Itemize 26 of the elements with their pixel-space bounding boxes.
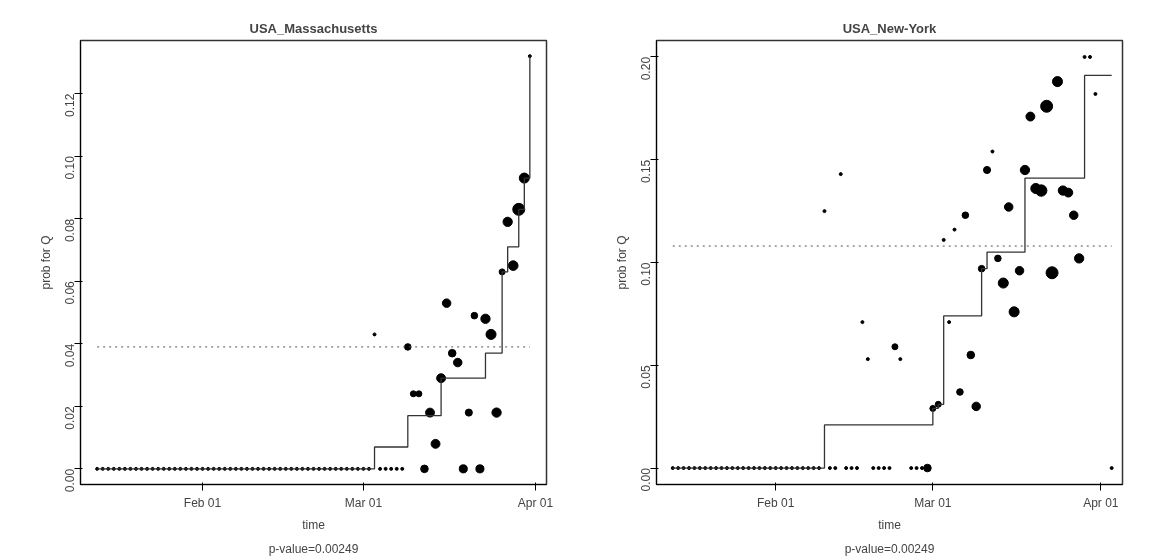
x-tick-label: Apr 01 (517, 495, 554, 510)
y-tick-label: 0.12 (63, 93, 77, 118)
y-tick-label: 0.00 (639, 467, 653, 492)
text: p-value=0.00249 (268, 541, 359, 556)
x-tick-label: Apr 01 (1083, 495, 1119, 510)
y-tick-label: 0.15 (639, 159, 653, 184)
y-tick-label: 0.10 (639, 262, 653, 286)
text: p-value=0.00249 (844, 541, 935, 556)
y-tick-label: 0.02 (63, 406, 77, 430)
x-tick-label: Mar 01 (914, 495, 952, 510)
y-tick-label: 0.06 (63, 280, 77, 305)
y-tick-label: 0.08 (63, 218, 77, 243)
y-tick-label: 0.05 (639, 364, 653, 389)
y-tick-label: 0.04 (63, 343, 77, 368)
x-tick-label: Feb 01 (183, 495, 222, 510)
y-axis-title: prob for Q (614, 235, 629, 290)
y-tick-label: 0.20 (639, 56, 653, 81)
y-axis-title: prob for Q (38, 235, 53, 290)
x-axis-title: time (878, 517, 902, 532)
x-axis-title: time (302, 517, 326, 532)
y-tick-label: 0.10 (63, 155, 77, 180)
chart-title: USA_New-York (842, 20, 938, 36)
y-tick-label: 0.00 (63, 468, 77, 493)
x-tick-label: Mar 01 (344, 495, 383, 510)
x-tick-label: Feb 01 (757, 495, 795, 510)
chart-title: USA_Massachusetts (249, 20, 378, 36)
